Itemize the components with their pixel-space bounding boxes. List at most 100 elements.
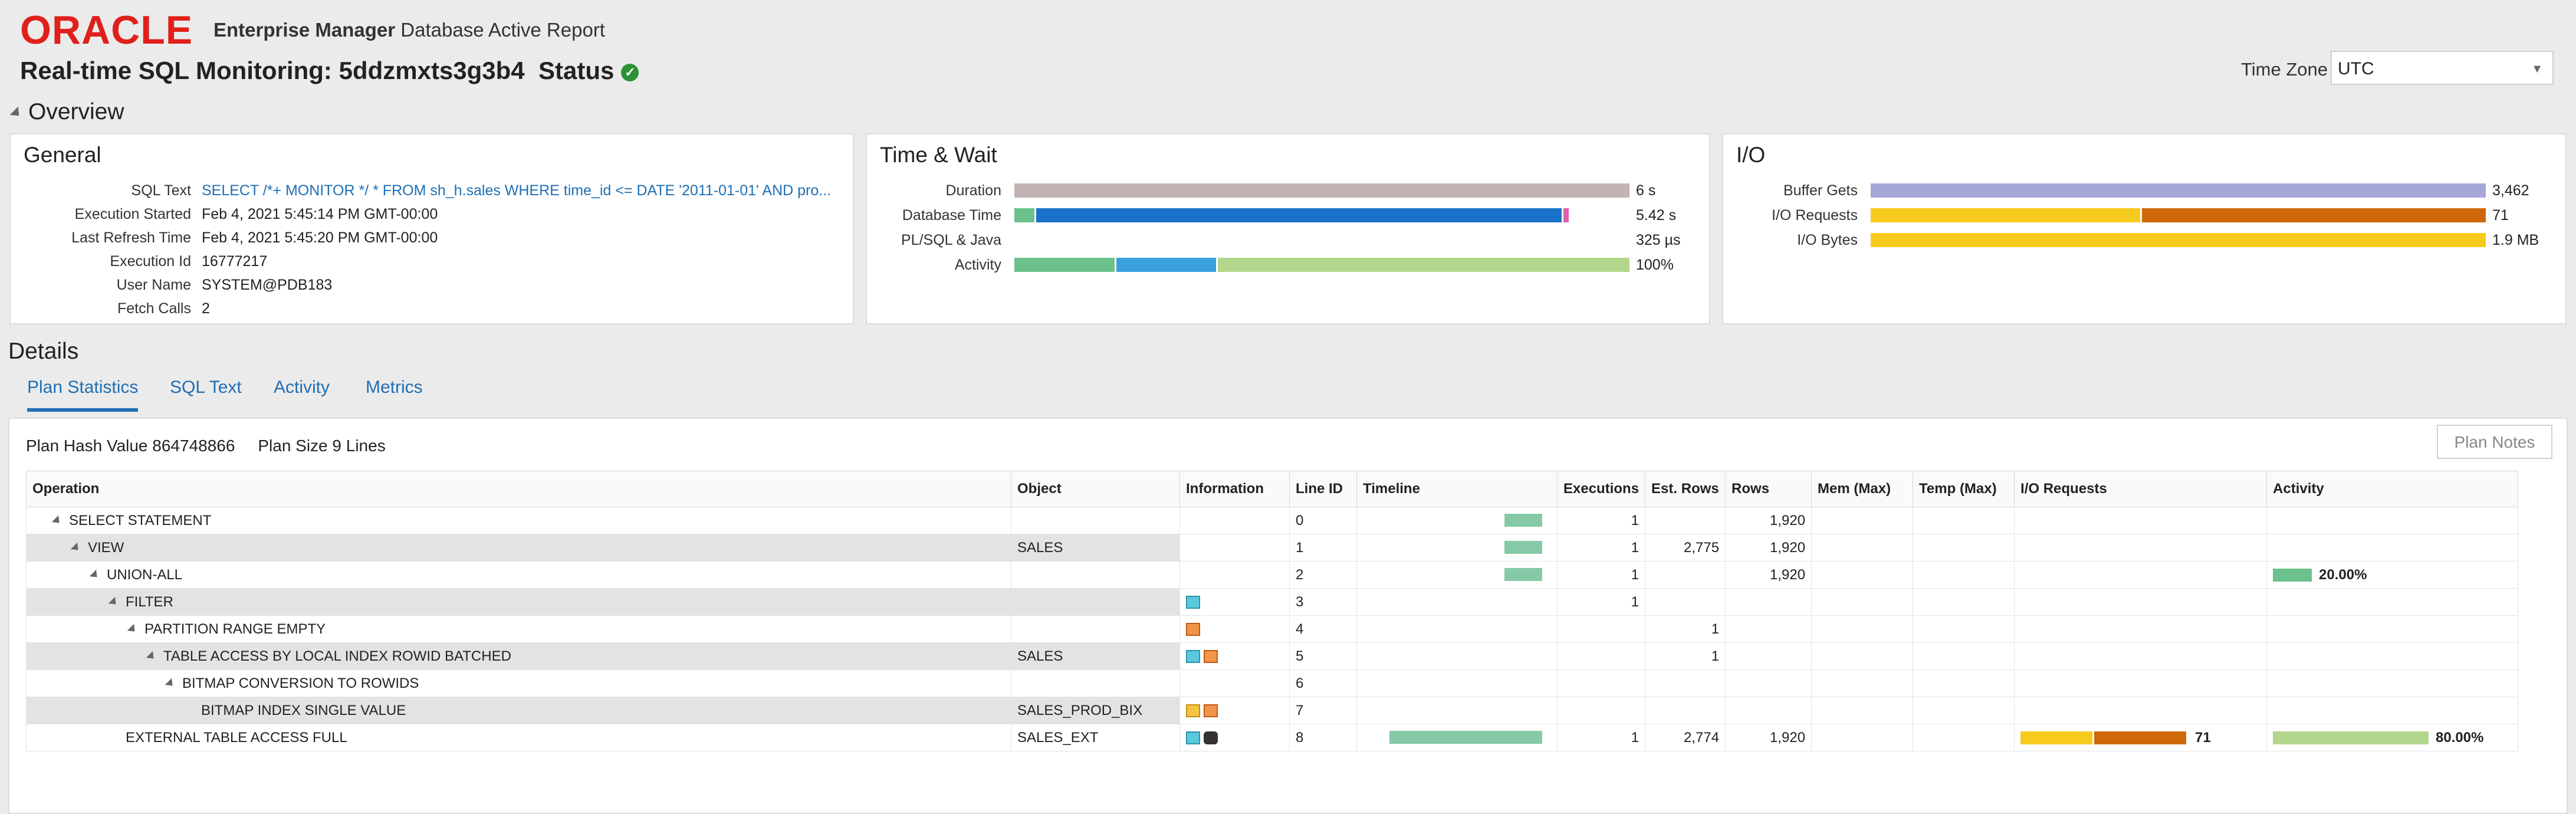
io-row-label: I/O Requests xyxy=(1772,207,1858,224)
table-row[interactable]: BITMAP CONVERSION TO ROWIDS 6 xyxy=(26,669,2519,697)
check-circle-icon: ✓ xyxy=(621,63,639,81)
table-row[interactable]: BITMAP INDEX SINGLE VALUE SALES_PROD_BIX 7 xyxy=(26,697,2519,724)
general-row: Execution Started Feb 4, 2021 5:45:14 PM … xyxy=(11,204,848,224)
tab-activity[interactable]: Activity xyxy=(274,378,330,397)
information-cell xyxy=(1179,697,1290,724)
timezone-select[interactable]: UTC ▼ xyxy=(2331,51,2554,85)
timeline-cell xyxy=(1356,561,1558,589)
general-title: General xyxy=(24,143,101,167)
general-row-value: 16777217 xyxy=(202,253,268,270)
io-row-value: 71 xyxy=(2492,207,2509,224)
partition-icon[interactable] xyxy=(1186,623,1200,636)
timezone-value: UTC xyxy=(2338,59,2374,78)
bitmap-icon[interactable] xyxy=(1186,704,1200,718)
io-row: I/O Bytes 1.9 MB xyxy=(1723,230,2561,250)
expand-triangle-icon[interactable] xyxy=(70,542,82,554)
operation-cell: FILTER xyxy=(26,588,1011,616)
column-header[interactable]: Est. Rows xyxy=(1645,471,1726,507)
activity-value: 80.00% xyxy=(2436,729,2484,746)
time-wait-row-value: 325 µs xyxy=(1636,232,1681,248)
activity-cell xyxy=(2266,534,2519,562)
rows-cell xyxy=(1725,642,1812,670)
rows-cell: 1,920 xyxy=(1725,507,1812,534)
line-id-cell: 7 xyxy=(1289,697,1357,724)
expand-triangle-icon[interactable] xyxy=(108,596,120,608)
object-cell: SALES xyxy=(1011,534,1180,562)
rows-cell: 1,920 xyxy=(1725,534,1812,562)
io-bar xyxy=(1871,208,2488,222)
plan-notes-button[interactable]: Plan Notes xyxy=(2437,425,2552,459)
activity-bar xyxy=(2273,568,2312,582)
filter-icon[interactable] xyxy=(1186,650,1200,664)
column-header[interactable]: Information xyxy=(1179,471,1290,507)
object-cell: SALES_EXT xyxy=(1011,724,1180,751)
est-rows-cell: 1 xyxy=(1645,615,1726,643)
operation-cell: TABLE ACCESS BY LOCAL INDEX ROWID BATCHE… xyxy=(26,642,1011,670)
oracle-logo: ORACLE xyxy=(20,8,193,52)
column-header[interactable]: Operation xyxy=(26,471,1011,507)
general-row-label: User Name xyxy=(116,277,191,293)
table-row[interactable]: TABLE ACCESS BY LOCAL INDEX ROWID BATCHE… xyxy=(26,642,2519,670)
operation-name: BITMAP CONVERSION TO ROWIDS xyxy=(182,675,419,691)
tab-plan-statistics[interactable]: Plan Statistics xyxy=(27,378,139,412)
expand-triangle-icon[interactable] xyxy=(89,569,101,581)
partition-icon[interactable] xyxy=(1204,650,1218,664)
mem-max-cell xyxy=(1811,697,1914,724)
column-header[interactable]: Rows xyxy=(1725,471,1812,507)
expand-triangle-icon[interactable] xyxy=(165,678,176,690)
table-row[interactable]: SELECT STATEMENT 0 1 1,920 xyxy=(26,507,2519,534)
expand-triangle-icon[interactable] xyxy=(51,515,63,527)
activity-bar xyxy=(2273,731,2429,744)
filter-icon[interactable] xyxy=(1186,731,1200,745)
activity-cell: 20.00% xyxy=(2266,561,2519,589)
time-wait-row-label: PL/SQL & Java xyxy=(901,232,1001,248)
overview-heading: Overview xyxy=(28,99,124,124)
column-header[interactable]: Timeline xyxy=(1356,471,1558,507)
time-wait-row-value: 6 s xyxy=(1636,182,1656,199)
rows-cell xyxy=(1725,615,1812,643)
temp-max-cell xyxy=(1913,724,2015,751)
collapse-triangle-icon xyxy=(9,106,24,120)
timeline-bar xyxy=(1504,514,1542,527)
partition-icon[interactable] xyxy=(1204,704,1218,718)
plan-table: Operation Object Information Line ID Timelin… xyxy=(26,471,2519,751)
table-row[interactable]: EXTERNAL TABLE ACCESS FULL SALES_EXT 8 1 2,7… xyxy=(26,724,2519,751)
table-row[interactable]: VIEW SALES 1 1 2,775 1,920 xyxy=(26,534,2519,562)
page-title: Real-time SQL Monitoring: 5ddzmxts3g3b4 … xyxy=(20,57,639,85)
tab-metrics[interactable]: Metrics xyxy=(366,378,423,397)
executions-cell: 1 xyxy=(1556,588,1646,616)
executions-cell xyxy=(1556,615,1646,643)
timeline-bar xyxy=(1504,541,1542,554)
executions-cell: 1 xyxy=(1556,534,1646,562)
expand-triangle-icon[interactable] xyxy=(146,651,157,662)
binoculars-icon[interactable] xyxy=(1204,731,1218,745)
column-header[interactable]: Temp (Max) xyxy=(1913,471,2015,507)
time-wait-bar-segment xyxy=(1036,208,1562,222)
filter-icon[interactable] xyxy=(1186,596,1200,609)
column-header[interactable]: Line ID xyxy=(1289,471,1357,507)
mem-max-cell xyxy=(1811,561,1914,589)
column-header[interactable]: Mem (Max) xyxy=(1811,471,1914,507)
column-header[interactable]: Activity xyxy=(2266,471,2519,507)
io-bar xyxy=(1871,233,2488,247)
time-wait-bar xyxy=(1014,183,1631,198)
overview-header[interactable]: Overview xyxy=(9,99,124,125)
sql-text-link[interactable]: SELECT /*+ MONITOR */ * FROM sh_h.sales … xyxy=(202,182,832,199)
column-header[interactable]: Executions xyxy=(1556,471,1646,507)
expand-triangle-icon[interactable] xyxy=(127,623,139,635)
operation-cell: UNION-ALL xyxy=(26,561,1011,589)
io-bar xyxy=(1871,183,2488,198)
io-row: I/O Requests 71 xyxy=(1723,205,2561,225)
column-header[interactable]: I/O Requests xyxy=(2014,471,2268,507)
time-wait-row-label: Duration xyxy=(945,182,1002,199)
timeline-cell xyxy=(1356,507,1558,534)
time-wait-bar xyxy=(1014,258,1631,272)
table-row[interactable]: UNION-ALL 2 1 1,920 20.00% xyxy=(26,561,2519,589)
executions-cell xyxy=(1556,669,1646,697)
column-header[interactable]: Object xyxy=(1011,471,1180,507)
table-row[interactable]: FILTER 3 1 xyxy=(26,588,2519,616)
tab-sql-text[interactable]: SQL Text xyxy=(170,378,242,397)
object-cell xyxy=(1011,615,1180,643)
table-row[interactable]: PARTITION RANGE EMPTY 4 1 xyxy=(26,615,2519,643)
operation-name: UNION-ALL xyxy=(107,566,183,583)
